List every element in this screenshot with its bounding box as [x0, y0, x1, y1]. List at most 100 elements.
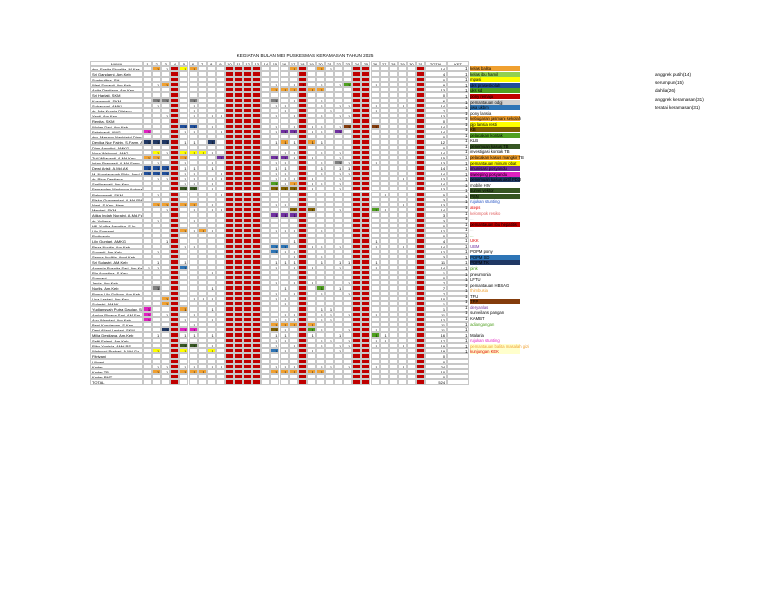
row-ket[interactable] [447, 66, 470, 72]
day-cell[interactable] [224, 113, 234, 119]
day-cell[interactable] [406, 76, 416, 82]
day-cell[interactable] [370, 66, 380, 72]
day-cell[interactable] [388, 87, 398, 93]
day-cell[interactable] [397, 113, 407, 119]
day-cell[interactable] [370, 113, 380, 119]
day-cell[interactable]: 1 [279, 87, 289, 93]
day-cell[interactable] [306, 107, 316, 114]
day-cell[interactable] [161, 76, 171, 82]
header-day-27[interactable]: 27 [379, 61, 389, 67]
day-cell[interactable] [215, 81, 225, 88]
day-cell[interactable] [188, 92, 198, 98]
header-day-24[interactable]: 24 [352, 61, 362, 67]
day-cell[interactable] [234, 81, 244, 88]
day-cell[interactable] [361, 87, 371, 93]
day-cell[interactable] [388, 81, 398, 88]
day-cell[interactable] [397, 107, 407, 114]
day-cell[interactable] [306, 102, 316, 108]
day-cell[interactable] [352, 87, 362, 93]
row-total[interactable]: 6 [425, 97, 448, 103]
day-cell[interactable] [370, 379, 380, 385]
day-cell[interactable] [406, 113, 416, 119]
day-cell[interactable] [388, 71, 398, 77]
day-cell[interactable]: 1 [288, 97, 298, 103]
day-cell[interactable]: 1 [315, 81, 325, 88]
row-name[interactable]: Suharyuni, AMKL [90, 102, 143, 108]
day-cell[interactable] [179, 87, 189, 93]
day-cell[interactable] [370, 76, 380, 82]
row-name[interactable]: Sri Harlati, SKM [90, 92, 143, 98]
day-cell[interactable] [252, 107, 262, 114]
row-name[interactable]: TOTAL [90, 379, 143, 385]
day-cell[interactable] [152, 379, 162, 385]
day-cell[interactable] [315, 379, 325, 385]
header-day-8[interactable]: 8 [206, 61, 216, 67]
day-cell[interactable] [206, 66, 216, 72]
row-total[interactable]: 9 [425, 81, 448, 88]
day-cell[interactable] [197, 87, 207, 93]
day-cell[interactable] [416, 71, 426, 77]
day-cell[interactable] [215, 102, 225, 108]
day-cell[interactable] [243, 66, 253, 72]
day-cell[interactable] [224, 87, 234, 93]
day-cell[interactable] [143, 379, 153, 385]
day-cell[interactable] [261, 76, 271, 82]
day-cell[interactable] [343, 76, 353, 82]
row-name[interactable]: Weri Susanti, Am.Keb [90, 81, 143, 88]
day-cell[interactable] [279, 379, 289, 385]
day-cell[interactable] [152, 71, 162, 77]
day-cell[interactable] [252, 92, 262, 98]
day-cell[interactable] [297, 76, 307, 82]
day-cell[interactable] [388, 379, 398, 385]
header-day-11[interactable]: 11 [234, 61, 244, 67]
day-cell[interactable] [334, 92, 344, 98]
day-cell[interactable] [161, 379, 171, 385]
row-total[interactable]: 524 [425, 379, 448, 385]
day-cell[interactable]: 1 [343, 81, 353, 88]
row-ket[interactable] [447, 76, 470, 82]
header-day-7[interactable]: 7 [197, 61, 207, 67]
day-cell[interactable] [361, 113, 371, 119]
day-cell[interactable]: 1 [370, 102, 380, 108]
row-total[interactable]: 0 [425, 76, 448, 82]
day-cell[interactable]: 1 [288, 113, 298, 119]
day-cell[interactable] [288, 379, 298, 385]
day-cell[interactable] [334, 379, 344, 385]
day-cell[interactable] [297, 71, 307, 77]
day-cell[interactable] [370, 71, 380, 77]
day-cell[interactable]: 1 [270, 81, 280, 88]
day-cell[interactable] [161, 71, 171, 77]
header-day-20[interactable]: 20 [315, 61, 325, 67]
day-cell[interactable] [188, 81, 198, 88]
day-cell[interactable] [288, 102, 298, 108]
row-total[interactable]: 14 [425, 102, 448, 108]
day-cell[interactable]: 1 [325, 66, 335, 72]
day-cell[interactable] [234, 113, 244, 119]
day-cell[interactable] [170, 118, 180, 124]
day-cell[interactable]: 1 [297, 81, 307, 88]
day-cell[interactable] [306, 66, 316, 72]
row-total[interactable]: 13 [425, 87, 448, 93]
day-cell[interactable] [197, 379, 207, 385]
day-cell[interactable] [179, 102, 189, 108]
day-cell[interactable] [206, 76, 216, 82]
day-cell[interactable] [343, 379, 353, 385]
day-cell[interactable] [143, 92, 153, 98]
day-cell[interactable] [270, 66, 280, 72]
day-cell[interactable] [406, 81, 416, 88]
day-cell[interactable] [379, 113, 389, 119]
header-day-2[interactable]: 2 [152, 61, 162, 67]
day-cell[interactable] [261, 107, 271, 114]
day-cell[interactable] [416, 107, 426, 114]
day-cell[interactable]: 1 [315, 66, 325, 72]
day-cell[interactable] [215, 97, 225, 103]
day-cell[interactable] [197, 92, 207, 98]
header-day-17[interactable]: 17 [288, 61, 298, 67]
day-cell[interactable] [143, 97, 153, 103]
day-cell[interactable] [197, 71, 207, 77]
day-cell[interactable] [352, 92, 362, 98]
day-cell[interactable] [406, 71, 416, 77]
day-cell[interactable] [188, 379, 198, 385]
row-name[interactable]: Sri Gandarni, Am.Keb [90, 71, 143, 77]
day-cell[interactable] [406, 97, 416, 103]
